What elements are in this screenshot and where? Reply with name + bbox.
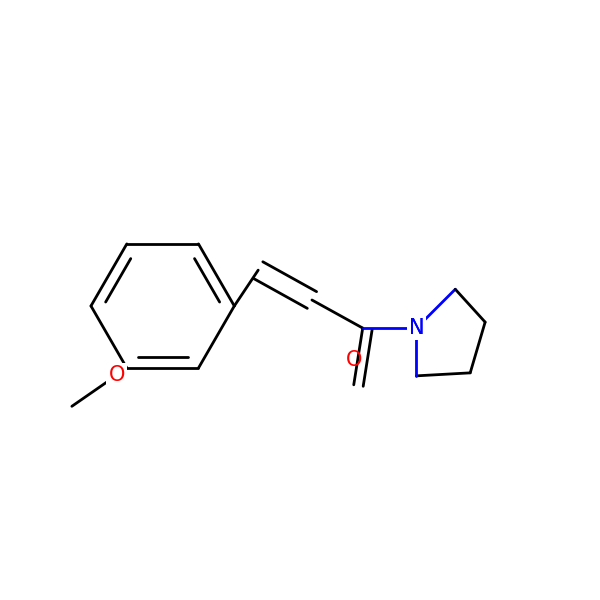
Text: N: N [409,318,424,338]
Text: O: O [109,365,125,385]
Text: O: O [346,350,362,370]
Text: N: N [409,318,424,338]
